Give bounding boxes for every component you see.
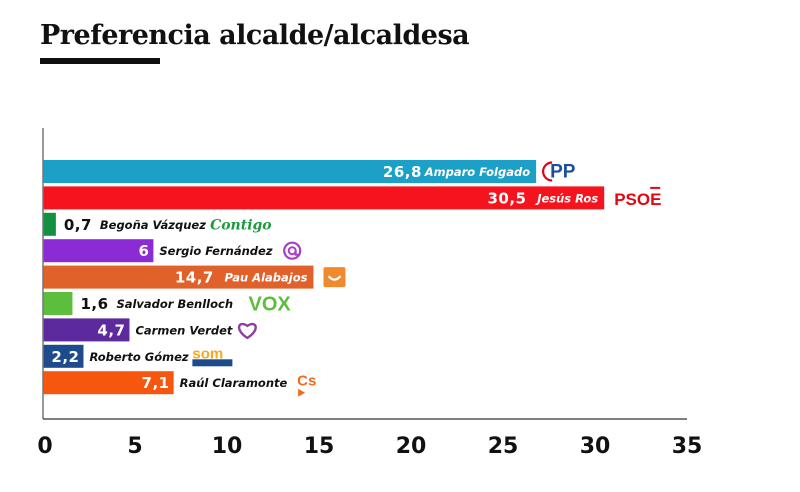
bar-name-label: Begoña Vázquez bbox=[100, 218, 206, 232]
x-tick-label: 20 bbox=[396, 434, 427, 459]
podemos-logo-ring bbox=[283, 241, 302, 260]
x-tick-label: 15 bbox=[304, 434, 335, 459]
bar bbox=[43, 239, 154, 263]
bar-value-label: 2,2 bbox=[51, 348, 79, 366]
bar-row: Jesús Ros 30,5 PSOE bbox=[43, 186, 661, 210]
som-logo-text: som bbox=[192, 345, 223, 362]
bar-row: 0,7 Begoña Vázquez Contigo bbox=[43, 212, 272, 236]
bar-value-label: 0,7 bbox=[64, 216, 92, 234]
bar-name-label: Carmen Verdet bbox=[135, 323, 232, 337]
contigo-logo-text: Contigo bbox=[210, 217, 272, 233]
bar-row: 2,2 Roberto Gómez som bbox=[43, 344, 233, 368]
som-valencians-logo-icon: som bbox=[192, 345, 233, 367]
compromis-logo-icon bbox=[323, 267, 346, 288]
chart-title: Preferencia alcalde/alcaldesa bbox=[40, 20, 470, 51]
cs-logo-arrow bbox=[298, 388, 306, 397]
bar-row: 6 Sergio Fernández bbox=[43, 239, 302, 263]
bar bbox=[43, 212, 56, 236]
vox-logo-icon: VOX bbox=[249, 294, 292, 316]
bar-value-label: 6 bbox=[138, 242, 149, 260]
pp-logo-arc bbox=[542, 161, 553, 182]
x-tick-label: 0 bbox=[37, 434, 52, 459]
bar-value-label: 14,7 bbox=[175, 269, 214, 287]
bar-row: 4,7 Carmen Verdet bbox=[43, 318, 257, 342]
psoe-logo-text: PSOE bbox=[614, 190, 661, 209]
podemos-logo-icon bbox=[283, 241, 302, 260]
bar bbox=[43, 371, 174, 395]
bar-row: 7,1 Raúl Claramonte Cs bbox=[43, 371, 316, 397]
bar bbox=[43, 318, 130, 342]
bar-value-label: 1,6 bbox=[80, 295, 108, 313]
axes-group: 0 5 10 15 20 25 30 35 bbox=[37, 128, 702, 459]
bar-row: Pau Alabajos 14,7 bbox=[43, 265, 346, 289]
bar bbox=[43, 292, 73, 315]
bar-name-label: Sergio Fernández bbox=[159, 244, 272, 258]
heart-logo-shape bbox=[237, 322, 257, 340]
bar-name-label: Pau Alabajos bbox=[225, 271, 308, 285]
bar-value-label: 7,1 bbox=[142, 374, 170, 392]
bar-name-label: Raúl Claramonte bbox=[180, 376, 288, 390]
compromis-logo-smile bbox=[327, 275, 342, 281]
cs-logo-text: Cs bbox=[297, 373, 316, 390]
podemos-logo-core bbox=[287, 246, 297, 256]
psoe-logo-icon: PSOE bbox=[614, 186, 661, 209]
x-tick-label: 25 bbox=[488, 434, 519, 459]
psoe-logo-bar bbox=[650, 186, 661, 189]
vox-logo-text: VOX bbox=[249, 294, 292, 316]
bar bbox=[43, 186, 605, 210]
podemos-logo-tail bbox=[294, 250, 301, 256]
bar-value-label: 4,7 bbox=[97, 321, 125, 339]
bar bbox=[43, 344, 84, 368]
bar-name-label: Jesús Ros bbox=[535, 191, 598, 205]
x-tick-label: 5 bbox=[127, 434, 142, 459]
bar-value-label: 26,8 bbox=[383, 163, 422, 181]
cs-logo-icon: Cs bbox=[297, 373, 316, 397]
pp-logo-icon: PP bbox=[542, 161, 576, 183]
contigo-logo-icon: Contigo bbox=[210, 217, 272, 233]
bar-name-label: Roberto Gómez bbox=[89, 350, 188, 364]
bar-name-label: Amparo Folgado bbox=[424, 165, 530, 179]
title-underline bbox=[40, 58, 160, 64]
heart-logo-icon bbox=[237, 322, 257, 340]
x-tick-label: 10 bbox=[212, 434, 243, 459]
pp-logo-text: PP bbox=[550, 162, 576, 183]
bar-row: 1,6 Salvador Benlloch VOX bbox=[43, 292, 291, 316]
compromis-logo-box bbox=[323, 267, 346, 288]
x-tick-label: 30 bbox=[580, 434, 611, 459]
som-logo-band bbox=[192, 359, 233, 367]
bar bbox=[43, 160, 537, 183]
bar-name-label: Salvador Benlloch bbox=[116, 297, 233, 311]
x-tick-label: 35 bbox=[672, 434, 703, 459]
bar bbox=[43, 265, 314, 289]
bar-value-label: 30,5 bbox=[487, 189, 526, 207]
